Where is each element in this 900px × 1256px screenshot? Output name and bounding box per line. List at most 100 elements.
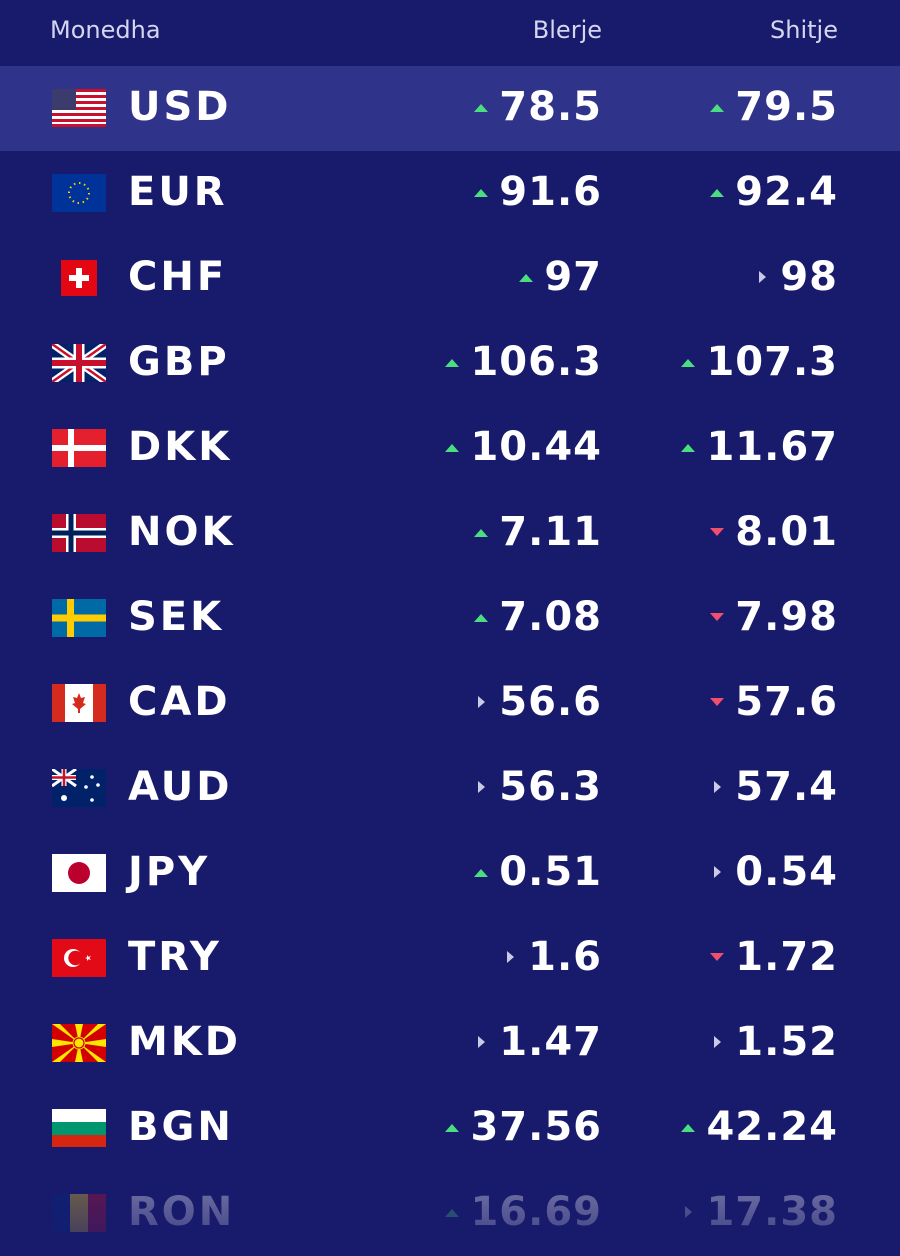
buy-value: 7.08 <box>499 594 602 640</box>
buy-rate: 0.51 <box>471 849 602 895</box>
trend-arrow <box>474 614 489 622</box>
buy-rate: 56.3 <box>471 764 602 810</box>
buy-rate: 97 <box>516 254 602 300</box>
sell-value: 57.6 <box>735 679 838 725</box>
sell-value: 7.98 <box>735 594 838 640</box>
trend-arrow <box>474 869 489 877</box>
flag <box>52 514 106 552</box>
buy-value: 0.51 <box>499 849 602 895</box>
buy-value: 56.6 <box>499 679 602 725</box>
trend-arrow-shape <box>710 953 725 961</box>
flag <box>52 939 106 977</box>
sell-value: 1.72 <box>735 934 838 980</box>
sell-value: 8.01 <box>735 509 838 555</box>
currency-row[interactable]: DKK 10.44 11.67 <box>0 406 900 491</box>
trend-arrow-shape <box>445 444 460 452</box>
currency-row[interactable]: RON 16.69 17.38 <box>0 1171 900 1256</box>
currency-code: USD <box>128 84 232 130</box>
currency-code: RON <box>128 1189 236 1235</box>
currency-row[interactable]: BGN 37.56 42.24 <box>0 1086 900 1171</box>
trend-arrow <box>474 529 489 537</box>
buy-value: 1.47 <box>499 1019 602 1065</box>
header-buy: Blerje <box>532 16 602 44</box>
flag <box>52 769 106 807</box>
currency-row[interactable]: AUD 56.3 57.4 <box>0 746 900 831</box>
trend-arrow-shape <box>474 529 489 537</box>
sell-rate: 92.4 <box>707 169 838 215</box>
currency-code: TRY <box>128 934 222 980</box>
trend-arrow <box>710 613 725 621</box>
currency-code: SEK <box>128 594 225 640</box>
trend-arrow-shape <box>519 274 534 282</box>
currency-row[interactable]: CHF 97 98 <box>0 236 900 321</box>
currency-row[interactable]: SEK 7.08 7.98 <box>0 576 900 661</box>
currency-code: EUR <box>128 169 228 215</box>
table-header: Monedha Blerje Shitje <box>0 0 900 66</box>
buy-rate: 1.47 <box>471 1019 602 1065</box>
buy-rate: 106.3 <box>442 339 602 385</box>
buy-rate: 16.69 <box>442 1189 602 1235</box>
trend-arrow <box>714 781 722 793</box>
trend-arrow <box>710 698 725 706</box>
flag <box>52 599 106 637</box>
buy-rate: 7.11 <box>471 509 602 555</box>
trend-arrow-shape <box>710 104 725 112</box>
flag <box>52 854 106 892</box>
currency-row[interactable]: NOK 7.11 8.01 <box>0 491 900 576</box>
trend-arrow-shape <box>474 614 489 622</box>
buy-value: 1.6 <box>528 934 602 980</box>
sell-rate: 7.98 <box>707 594 838 640</box>
sell-rate: 1.72 <box>707 934 838 980</box>
trend-arrow-shape <box>710 189 725 197</box>
trend-arrow <box>710 953 725 961</box>
buy-value: 56.3 <box>499 764 602 810</box>
sell-value: 42.24 <box>706 1104 838 1150</box>
sell-rate: 98 <box>752 254 838 300</box>
trend-arrow-shape <box>681 1124 696 1132</box>
currency-row[interactable]: TRY 1.6 1.72 <box>0 916 900 1001</box>
flag <box>52 684 106 722</box>
sell-rate: 0.54 <box>707 849 838 895</box>
trend-arrow <box>714 866 722 878</box>
trend-arrow <box>445 444 460 452</box>
trend-arrow-shape <box>714 866 722 878</box>
trend-arrow <box>474 104 489 112</box>
sell-rate: 107.3 <box>678 339 838 385</box>
trend-arrow-shape <box>714 781 722 793</box>
currency-row[interactable]: GBP 106.3 107.3 <box>0 321 900 406</box>
currency-code: DKK <box>128 424 233 470</box>
sell-rate: 57.4 <box>707 764 838 810</box>
sell-rate: 8.01 <box>707 509 838 555</box>
sell-value: 79.5 <box>735 84 838 130</box>
trend-arrow-shape <box>710 528 725 536</box>
currency-row[interactable]: USD 78.5 79.5 <box>0 66 900 151</box>
buy-value: 10.44 <box>470 424 602 470</box>
currency-row[interactable]: EUR 91.6 92.4 <box>0 151 900 236</box>
trend-arrow <box>445 359 460 367</box>
currency-row[interactable]: CAD 56.6 57.6 <box>0 661 900 746</box>
currency-code: NOK <box>128 509 236 555</box>
trend-arrow-shape <box>445 1124 460 1132</box>
trend-arrow <box>478 1036 486 1048</box>
trend-arrow <box>710 528 725 536</box>
currency-row[interactable]: MKD 1.47 1.52 <box>0 1001 900 1086</box>
trend-arrow-shape <box>445 359 460 367</box>
currency-row[interactable]: JPY 0.51 0.54 <box>0 831 900 916</box>
currency-code: MKD <box>128 1019 242 1065</box>
flag <box>52 1194 106 1232</box>
sell-rate: 57.6 <box>707 679 838 725</box>
trend-arrow <box>445 1124 460 1132</box>
sell-value: 11.67 <box>706 424 838 470</box>
trend-arrow-shape <box>714 1036 722 1048</box>
trend-arrow <box>685 1206 693 1218</box>
buy-value: 78.5 <box>499 84 602 130</box>
trend-arrow <box>445 1209 460 1217</box>
trend-arrow-shape <box>710 613 725 621</box>
trend-arrow-shape <box>507 951 515 963</box>
currency-code: CHF <box>128 254 228 300</box>
sell-rate: 11.67 <box>678 424 838 470</box>
currency-code: GBP <box>128 339 230 385</box>
flag <box>52 344 106 382</box>
sell-rate: 17.38 <box>678 1189 838 1235</box>
